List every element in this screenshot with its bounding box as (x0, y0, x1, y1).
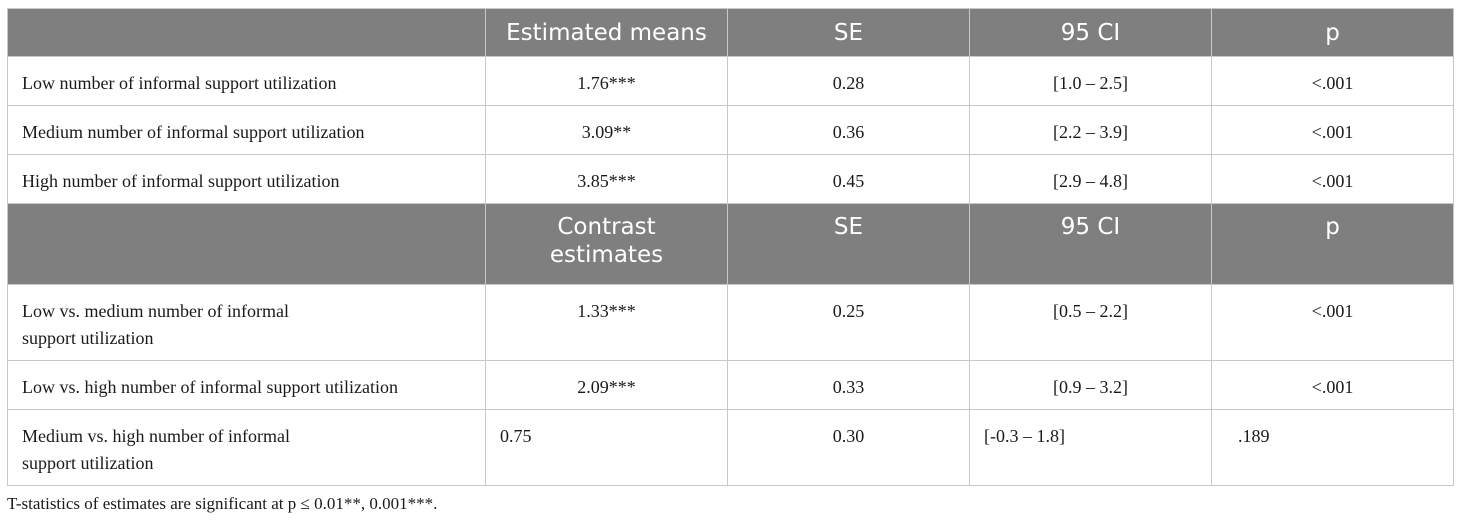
header-se: SE (727, 203, 970, 285)
estimate-value: 3.85*** (485, 154, 728, 204)
table-row: High number of informal support utilizat… (7, 154, 1454, 204)
se-value: 0.28 (727, 56, 970, 106)
results-table-container: Estimated means SE 95 CI p Low number of… (7, 8, 1454, 486)
header-cell-blank (7, 8, 486, 57)
header-95-ci: 95 CI (969, 8, 1212, 57)
ci-value: [1.0 – 2.5] (969, 56, 1212, 106)
row-label: Low number of informal support utilizati… (7, 56, 486, 106)
header-estimated-means: Estimated means (485, 8, 728, 57)
p-value: <.001 (1211, 105, 1454, 155)
table-row: Low vs. high number of informal support … (7, 360, 1454, 410)
estimate-value: 0.75 (485, 409, 728, 486)
row-label: Medium number of informal support utiliz… (7, 105, 486, 155)
row-label-text: Medium vs. high number of informal suppo… (22, 426, 290, 473)
estimate-value: 1.33*** (485, 284, 728, 361)
row-label: Low vs. high number of informal support … (7, 360, 486, 410)
table-row: Low vs. medium number of informal suppor… (7, 284, 1454, 361)
results-table: Estimated means SE 95 CI p Low number of… (7, 8, 1454, 486)
row-label-text: Low vs. medium number of informal suppor… (22, 301, 289, 348)
se-value: 0.36 (727, 105, 970, 155)
ci-value: [2.9 – 4.8] (969, 154, 1212, 204)
p-value: .189 (1211, 409, 1454, 486)
header-se: SE (727, 8, 970, 57)
se-value: 0.30 (727, 409, 970, 486)
p-value: <.001 (1211, 154, 1454, 204)
header-cell-blank (7, 203, 486, 285)
header-p: p (1211, 8, 1454, 57)
row-label: High number of informal support utilizat… (7, 154, 486, 204)
ci-value: [0.9 – 3.2] (969, 360, 1212, 410)
table-row: Medium number of informal support utiliz… (7, 105, 1454, 155)
row-label: Low vs. medium number of informal suppor… (7, 284, 486, 361)
header-contrast-estimates-text: Contrast estimates (549, 214, 664, 268)
row-label: Medium vs. high number of informal suppo… (7, 409, 486, 486)
table-footnote: T-statistics of estimates are significan… (7, 494, 438, 513)
header-p: p (1211, 203, 1454, 285)
ci-value: [0.5 – 2.2] (969, 284, 1212, 361)
p-value: <.001 (1211, 284, 1454, 361)
p-value: <.001 (1211, 56, 1454, 106)
estimate-value: 3.09** (485, 105, 728, 155)
table-row: Medium vs. high number of informal suppo… (7, 409, 1454, 486)
se-value: 0.33 (727, 360, 970, 410)
ci-value: [-0.3 – 1.8] (969, 409, 1212, 486)
header-95-ci: 95 CI (969, 203, 1212, 285)
se-value: 0.45 (727, 154, 970, 204)
header-contrast-estimates: Contrast estimates (485, 203, 728, 285)
estimate-value: 1.76*** (485, 56, 728, 106)
ci-value: [2.2 – 3.9] (969, 105, 1212, 155)
se-value: 0.25 (727, 284, 970, 361)
estimate-value: 2.09*** (485, 360, 728, 410)
table-row: Low number of informal support utilizati… (7, 56, 1454, 106)
header-row-estimated-means: Estimated means SE 95 CI p (7, 8, 1454, 57)
header-row-contrast-estimates: Contrast estimates SE 95 CI p (7, 203, 1454, 285)
p-value: <.001 (1211, 360, 1454, 410)
